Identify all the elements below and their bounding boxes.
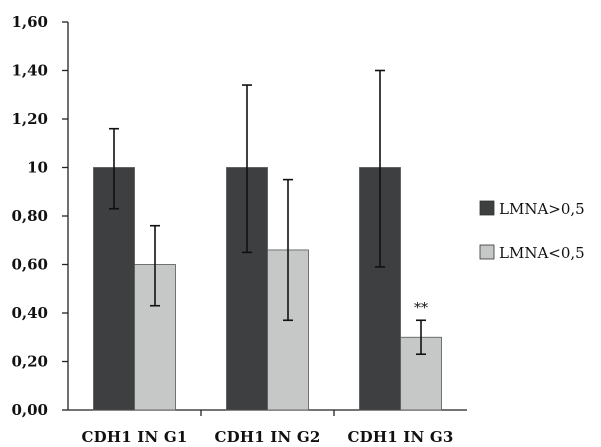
x-tick-label: CDH1 IN G1 bbox=[82, 428, 188, 446]
y-tick-label: 0,80 bbox=[11, 207, 48, 225]
y-tick-label: 1,40 bbox=[11, 62, 48, 80]
legend-label: LMNA<0,5 bbox=[499, 244, 585, 262]
legend-swatch bbox=[479, 200, 495, 216]
legend: LMNA>0,5 LMNA<0,5 bbox=[479, 200, 585, 262]
y-tick-label: 10 bbox=[27, 159, 48, 177]
legend-swatch bbox=[479, 244, 495, 260]
x-tick-label: CDH1 IN G2 bbox=[215, 428, 321, 446]
y-tick-label: 0,20 bbox=[11, 353, 48, 371]
significance-annotation: ** bbox=[414, 300, 428, 316]
y-tick-label: 1,60 bbox=[11, 13, 48, 31]
plot-area: 0,00 0,20 0,40 0,60 0,80 10 1,20 1,40 1,60 CDH1 I… bbox=[11, 13, 467, 446]
x-tick-label: CDH1 IN G3 bbox=[348, 428, 454, 446]
y-tick-label: 0,00 bbox=[11, 401, 48, 419]
y-tick-label: 1,20 bbox=[11, 110, 48, 128]
y-tick-label: 0,60 bbox=[11, 256, 48, 274]
y-tick-label: 0,40 bbox=[11, 304, 48, 322]
legend-label: LMNA>0,5 bbox=[499, 200, 585, 218]
